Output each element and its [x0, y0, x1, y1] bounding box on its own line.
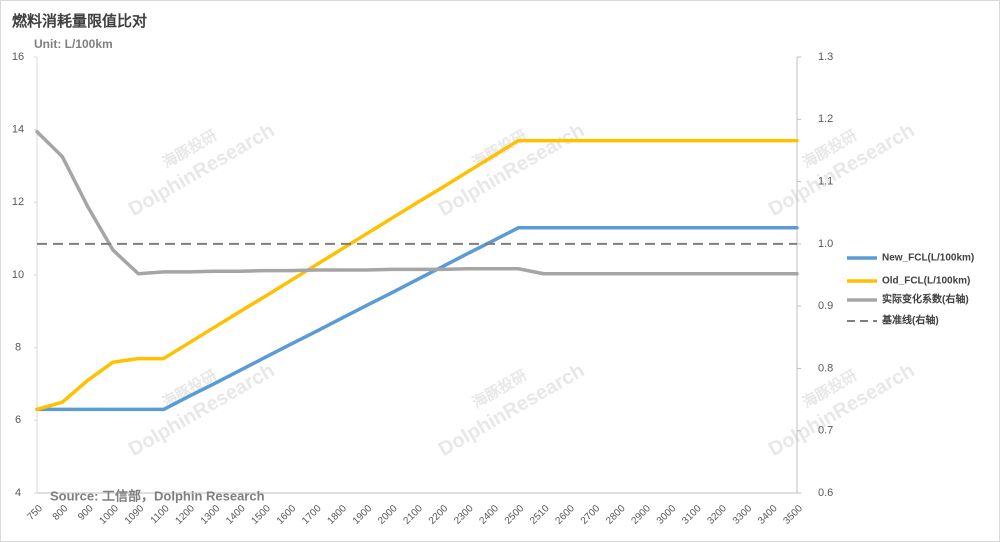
x-tick-label: 1500: [249, 503, 273, 527]
x-tick-label: 2500: [503, 503, 527, 527]
source: Source: 工信部，Dolphin Research: [50, 488, 265, 503]
x-tick-label: 1000: [97, 503, 121, 527]
y2-tick-label: 1.3: [818, 51, 833, 63]
y-tick-label: 16: [12, 51, 24, 63]
x-tick-label: 2700: [579, 503, 603, 527]
x-tick-label: 2600: [553, 503, 577, 527]
x-tick-label: 1090: [123, 503, 147, 527]
x-tick-label: 1100: [149, 503, 172, 526]
x-tick-label: 900: [76, 503, 96, 523]
chart-title: 燃料消耗量限值比对: [12, 12, 147, 30]
x-tick-label: 3100: [680, 503, 704, 527]
y-tick-label: 4: [15, 487, 21, 499]
x-tick-label: 800: [51, 503, 71, 523]
x-tick-label: 2300: [452, 503, 476, 527]
legend-label: Old_FCL(L/100km): [882, 276, 970, 287]
x-tick-label: 2200: [427, 503, 451, 527]
x-tick-label: 3000: [655, 503, 679, 527]
x-tick-label: 750: [25, 503, 45, 523]
y2-tick-label: 1.0: [818, 238, 833, 250]
x-tick-label: 1300: [199, 503, 223, 527]
chart-subtitle: Unit: L/100km: [34, 37, 113, 51]
y-tick-label: 6: [15, 414, 21, 426]
y-tick-label: 14: [12, 124, 24, 136]
x-tick-label: 3300: [731, 503, 755, 527]
x-tick-label: 2100: [401, 503, 425, 527]
y-tick-label: 12: [12, 196, 24, 208]
x-tick-label: 2400: [477, 503, 501, 527]
y2-tick-label: 0.8: [818, 362, 833, 374]
y2-tick-label: 0.9: [818, 300, 833, 312]
x-tick-label: 3200: [705, 503, 729, 527]
x-tick-label: 1800: [325, 503, 349, 527]
x-tick-label: 3500: [781, 503, 805, 527]
x-tick-label: 1400: [224, 503, 248, 527]
series-line: [35, 129, 799, 276]
x-tick-label: 1700: [300, 503, 324, 527]
legend-label: 实际变化系数(右轴): [882, 293, 969, 306]
y-tick-label: 8: [15, 342, 21, 354]
x-tick-label: 2510: [528, 503, 552, 527]
legend-label: 基准线(右轴): [881, 314, 939, 327]
legend-label: New_FCL(L/100km): [882, 253, 974, 264]
x-tick-label: 3400: [756, 503, 780, 527]
series-line: [35, 138, 799, 412]
y2-tick-label: 1.2: [818, 113, 833, 125]
y-tick-label: 10: [12, 269, 24, 281]
x-tick-label: 1900: [351, 503, 375, 527]
series-line: [35, 226, 799, 412]
y2-tick-label: 0.6: [818, 487, 833, 499]
y2-tick-label: 0.7: [818, 425, 833, 437]
x-tick-label: 2800: [604, 503, 628, 527]
x-tick-label: 2900: [629, 503, 653, 527]
x-tick-label: 1600: [275, 503, 299, 527]
y2-tick-label: 1.1: [818, 175, 833, 187]
x-tick-label: 1200: [173, 503, 197, 527]
x-tick-label: 2000: [376, 503, 400, 527]
